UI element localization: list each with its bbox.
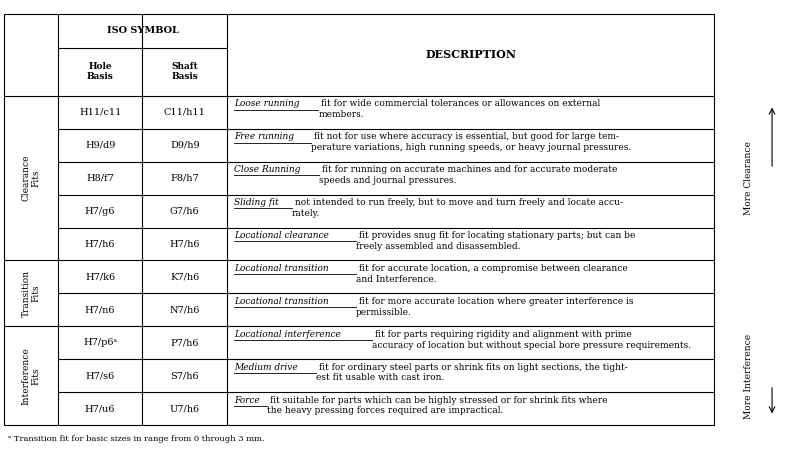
Text: Clearance
Fits: Clearance Fits <box>22 155 41 201</box>
Text: Force: Force <box>234 396 259 405</box>
Text: Sliding fit: Sliding fit <box>234 198 279 207</box>
Text: Locational transition: Locational transition <box>234 264 329 273</box>
Text: fit suitable for parts which can be highly stressed or for shrink fits where
the: fit suitable for parts which can be high… <box>267 396 607 415</box>
Text: H11/c11: H11/c11 <box>79 107 121 116</box>
Text: Hole
Basis: Hole Basis <box>87 62 113 81</box>
Text: More Interference: More Interference <box>744 334 753 419</box>
Text: H7/h6: H7/h6 <box>85 239 116 248</box>
Text: K7/h6: K7/h6 <box>170 273 200 282</box>
Text: fit for accurate location, a compromise between clearance
and Interference.: fit for accurate location, a compromise … <box>356 264 628 283</box>
Text: H7/p6ᵃ: H7/p6ᵃ <box>83 339 117 348</box>
Text: H8/f7: H8/f7 <box>86 173 114 182</box>
Text: ᵃ Transition fit for basic sizes in range from 0 through 3 mm.: ᵃ Transition fit for basic sizes in rang… <box>8 435 265 443</box>
Text: DESCRIPTION: DESCRIPTION <box>425 49 516 60</box>
Text: More Clearance: More Clearance <box>744 141 753 215</box>
Text: fit for parts requiring rigidity and alignment with prime
accuracy of location b: fit for parts requiring rigidity and ali… <box>372 330 691 349</box>
Text: Shaft
Basis: Shaft Basis <box>172 62 198 81</box>
Text: H7/u6: H7/u6 <box>85 404 116 414</box>
Text: H9/d9: H9/d9 <box>85 141 116 150</box>
Text: S7/h6: S7/h6 <box>171 371 199 380</box>
Text: fit for running on accurate machines and for accurate moderate
speeds and journa: fit for running on accurate machines and… <box>319 165 618 185</box>
Text: ISO SYMBOL: ISO SYMBOL <box>107 26 179 35</box>
Text: D9/h9: D9/h9 <box>170 141 200 150</box>
Text: Medium drive: Medium drive <box>234 363 298 372</box>
Text: fit provides snug fit for locating stationary parts; but can be
freely assembled: fit provides snug fit for locating stati… <box>356 231 636 251</box>
Text: Close Running: Close Running <box>234 165 300 174</box>
Text: not intended to run freely, but to move and turn freely and locate accu-
rately.: not intended to run freely, but to move … <box>291 198 622 217</box>
Text: Interference
Fits: Interference Fits <box>22 347 41 405</box>
Text: fit for ordinary steel parts or shrink fits on light sections, the tight-
est fi: fit for ordinary steel parts or shrink f… <box>316 363 628 383</box>
Text: fit for more accurate location where greater interference is
permissible.: fit for more accurate location where gre… <box>356 297 634 317</box>
Text: P7/h6: P7/h6 <box>171 339 199 348</box>
Text: H7/k6: H7/k6 <box>85 273 115 282</box>
Bar <box>4 14 714 425</box>
Text: Free running: Free running <box>234 132 294 141</box>
Text: G7/h6: G7/h6 <box>170 207 200 216</box>
Text: Locational transition: Locational transition <box>234 297 329 306</box>
Text: H7/s6: H7/s6 <box>85 371 115 380</box>
Text: fit not for use where accuracy is essential, but good for large tem-
perature va: fit not for use where accuracy is essent… <box>311 132 631 152</box>
Text: N7/h6: N7/h6 <box>169 305 200 314</box>
Text: U7/h6: U7/h6 <box>170 404 200 414</box>
Text: Loose running: Loose running <box>234 99 299 108</box>
Text: fit for wide commercial tolerances or allowances on external
members.: fit for wide commercial tolerances or al… <box>318 99 601 119</box>
Text: H7/h6: H7/h6 <box>169 239 200 248</box>
Text: H7/g6: H7/g6 <box>85 207 116 216</box>
Text: Transition
Fits: Transition Fits <box>22 270 41 317</box>
Text: Locational interference: Locational interference <box>234 330 341 339</box>
Text: H7/n6: H7/n6 <box>85 305 116 314</box>
Text: F8/h7: F8/h7 <box>170 173 200 182</box>
Text: Locational clearance: Locational clearance <box>234 231 329 240</box>
Text: C11/h11: C11/h11 <box>164 107 206 116</box>
